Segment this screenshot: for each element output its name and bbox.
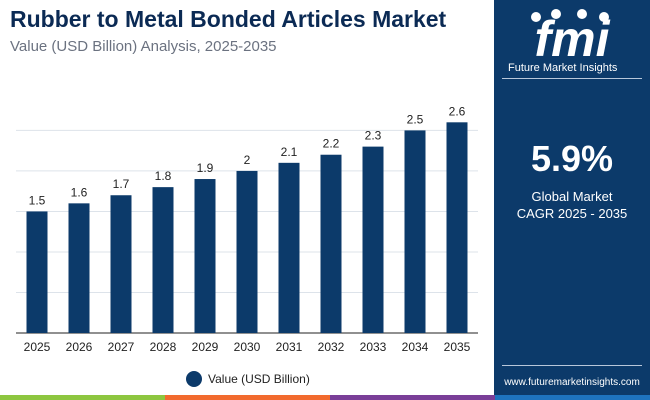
divider-top bbox=[502, 78, 642, 79]
x-tick-label: 2025 bbox=[24, 340, 51, 354]
x-tick-label: 2026 bbox=[66, 340, 93, 354]
legend-label: Value (USD Billion) bbox=[208, 372, 310, 386]
data-label: 2.1 bbox=[281, 145, 298, 159]
bar-chart: 1.5 2025 1.6 2026 1.7 2027 1.8 2028 1.9 2029 2 2030… bbox=[0, 0, 494, 400]
divider-bottom bbox=[502, 365, 642, 366]
data-label: 2.3 bbox=[365, 129, 382, 143]
bar bbox=[363, 147, 384, 333]
bar bbox=[321, 155, 342, 333]
footer-segment-blue bbox=[495, 395, 650, 400]
legend-marker bbox=[186, 371, 202, 387]
fmi-logo-icon: fmi bbox=[494, 4, 650, 64]
x-tick-label: 2032 bbox=[318, 340, 345, 354]
footer-segment-green bbox=[0, 395, 165, 400]
side-panel: fmi Future Market Insights 5.9% Global M… bbox=[494, 0, 650, 400]
cagr-label-line1: Global Market bbox=[494, 189, 650, 204]
data-label: 1.9 bbox=[197, 161, 214, 175]
data-label: 2 bbox=[244, 153, 251, 167]
data-label: 2.5 bbox=[407, 112, 424, 126]
x-tick-label: 2029 bbox=[192, 340, 219, 354]
x-tick-label: 2034 bbox=[402, 340, 429, 354]
bar bbox=[153, 187, 174, 333]
fmi-logo: fmi Future Market Insights bbox=[494, 4, 650, 74]
bar bbox=[405, 130, 426, 333]
x-tick-label: 2030 bbox=[234, 340, 261, 354]
footer-segment-orange bbox=[165, 395, 330, 400]
footer-segment-purple bbox=[330, 395, 495, 400]
bar bbox=[69, 203, 90, 333]
cagr-label-line2: CAGR 2025 - 2035 bbox=[494, 206, 650, 221]
x-tick-label: 2035 bbox=[444, 340, 471, 354]
data-label: 1.5 bbox=[29, 193, 46, 207]
x-tick-label: 2027 bbox=[108, 340, 135, 354]
x-tick-label: 2033 bbox=[360, 340, 387, 354]
data-label: 1.8 bbox=[155, 169, 172, 183]
bar bbox=[27, 211, 48, 333]
website-link[interactable]: www.futuremarketinsights.com bbox=[494, 377, 650, 388]
data-label: 1.7 bbox=[113, 177, 130, 191]
data-label: 1.6 bbox=[71, 185, 88, 199]
bar bbox=[111, 195, 132, 333]
svg-text:fmi: fmi bbox=[535, 11, 611, 64]
data-label: 2.2 bbox=[323, 137, 340, 151]
bar bbox=[279, 163, 300, 333]
bar bbox=[195, 179, 216, 333]
x-tick-label: 2031 bbox=[276, 340, 303, 354]
bar bbox=[447, 122, 468, 333]
x-tick-label: 2028 bbox=[150, 340, 177, 354]
bar bbox=[237, 171, 258, 333]
data-label: 2.6 bbox=[449, 104, 466, 118]
footer-color-bar bbox=[0, 395, 650, 400]
cagr-value: 5.9% bbox=[494, 138, 650, 180]
logo-text: Future Market Insights bbox=[508, 62, 617, 74]
